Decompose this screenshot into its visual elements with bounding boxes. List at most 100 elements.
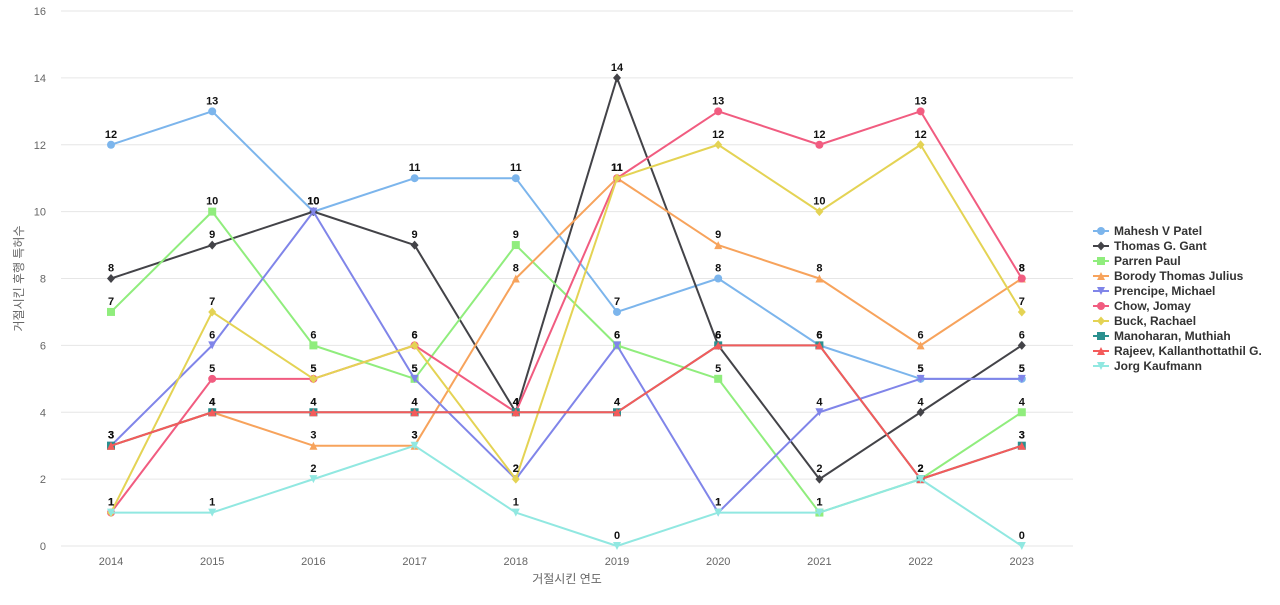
data-label: 8 [816,263,822,275]
data-point [916,374,925,383]
data-label: 3 [1019,430,1025,442]
data-label: 2 [918,463,924,475]
legend-label: Mahesh V Patel [1114,224,1202,238]
x-tick-label: 2020 [706,556,730,568]
data-point [410,374,419,383]
data-label: 7 [108,296,114,308]
data-label: 6 [614,329,620,341]
data-label: 2 [310,463,316,475]
data-point [1017,441,1026,450]
series-line [110,344,1023,481]
series-lines [107,73,1026,550]
data-point [916,407,925,417]
data-point [208,341,217,350]
legend-item[interactable]: Chow, Jomay [1093,299,1191,313]
data-point [815,408,824,417]
data-label: 0 [1019,530,1025,542]
data-label: 6 [209,329,215,341]
data-label: 6 [412,329,418,341]
data-label: 5 [310,363,316,375]
data-point [916,140,925,150]
data-label: 1 [715,497,721,509]
series-2 [107,207,1026,517]
data-label: 5 [918,363,924,375]
data-label: 4 [513,396,520,408]
legend-item[interactable]: Parren Paul [1093,254,1181,268]
data-point [1017,307,1026,317]
series-3 [107,174,1026,450]
data-point [916,341,925,350]
data-label: 4 [412,396,419,408]
data-label: 8 [513,263,519,275]
legend-marker [1097,287,1105,295]
legend-item[interactable]: Borody Thomas Julius [1093,269,1244,283]
data-point [815,140,824,149]
data-label: 13 [712,95,724,107]
data-label: 2 [816,463,822,475]
data-label: 9 [513,229,519,241]
data-label: 1 [108,497,114,509]
legend-item[interactable]: Mahesh V Patel [1093,224,1202,238]
data-label: 6 [715,329,721,341]
data-point [511,174,520,183]
data-label: 6 [412,329,418,341]
data-point [1017,542,1026,550]
data-label: 1 [816,497,822,509]
series-9 [107,441,1026,550]
data-point [309,475,318,484]
data-point [613,408,621,417]
legend-item[interactable]: Prencipe, Michael [1093,284,1215,298]
data-label: 1 [513,497,519,509]
legend-marker [1097,241,1105,251]
legend-item[interactable]: Manoharan, Muthiah [1093,329,1231,343]
data-label: 4 [614,396,621,408]
data-label: 6 [918,329,924,341]
legend-label: Rajeev, Kallanthottathil G. [1114,344,1262,358]
data-label: 10 [206,196,218,208]
data-point [410,340,419,350]
data-label: 2 [513,463,519,475]
x-tick-label: 2023 [1010,556,1034,568]
data-label: 6 [715,329,721,341]
data-label: 6 [816,329,822,341]
legend-item[interactable]: Thomas G. Gant [1093,239,1207,253]
data-label: 1 [108,497,114,509]
legend-item[interactable]: Rajeev, Kallanthottathil G. [1093,344,1262,358]
data-label: 4 [513,396,520,408]
legend-item[interactable]: Buck, Rachael [1093,314,1196,328]
series-line [110,177,1023,447]
data-label: 6 [1019,329,1025,341]
x-tick-label: 2021 [807,556,831,568]
data-label: 1 [209,497,215,509]
data-point [1017,374,1026,383]
y-tick-label: 8 [40,274,46,286]
data-label: 3 [108,430,114,442]
data-label: 5 [1019,363,1025,375]
data-label: 7 [614,296,620,308]
data-label: 11 [611,162,623,174]
x-tick-label: 2015 [200,556,224,568]
data-point [511,474,520,484]
series-line [110,76,1023,481]
data-point [309,408,318,417]
data-label: 12 [813,129,825,141]
legend-marker [1097,362,1105,370]
data-point [916,107,925,116]
data-label: 4 [816,396,823,408]
data-point [208,240,217,250]
x-tick-label: 2022 [908,556,932,568]
legend-label: Jorg Kaufmann [1114,359,1202,373]
data-label: 7 [1019,296,1025,308]
data-point [1017,340,1026,350]
data-label: 5 [412,363,418,375]
data-point [107,307,115,316]
data-label: 5 [715,363,721,375]
data-label: 2 [918,463,924,475]
legend-item[interactable]: Jorg Kaufmann [1093,359,1202,373]
series-line [110,210,1023,514]
data-point [410,441,419,450]
data-point [815,508,824,517]
data-point [107,508,115,517]
